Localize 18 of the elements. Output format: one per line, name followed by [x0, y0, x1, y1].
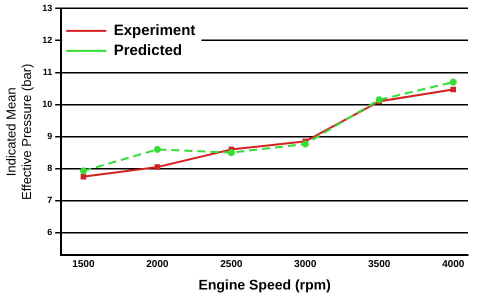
x-tick-label: 4000: [442, 258, 465, 270]
x-axis-title: Engine Speed (rpm): [198, 276, 331, 292]
y-tick-label: 7: [47, 195, 52, 206]
legend-label: Predicted: [114, 42, 182, 60]
x-tick-label: 2000: [146, 258, 169, 270]
y-tick-label: 10: [42, 99, 52, 110]
y-axis-title: Indicated Mean Effective Pressure (bar): [3, 64, 34, 200]
y-tick-label: 11: [42, 66, 52, 77]
y-tick-label: 8: [47, 163, 52, 174]
x-tick-label: 2500: [220, 258, 243, 270]
y-tick-label: 6: [47, 227, 52, 238]
legend-label: Experiment: [114, 22, 196, 40]
x-tick-label: 1500: [72, 258, 95, 270]
x-tick-label: 3000: [294, 258, 317, 270]
x-tick-label: 3500: [368, 258, 391, 270]
y-tick-label: 12: [42, 34, 52, 45]
y-tick-label: 13: [42, 2, 52, 13]
y-tick-label: 9: [47, 131, 52, 142]
